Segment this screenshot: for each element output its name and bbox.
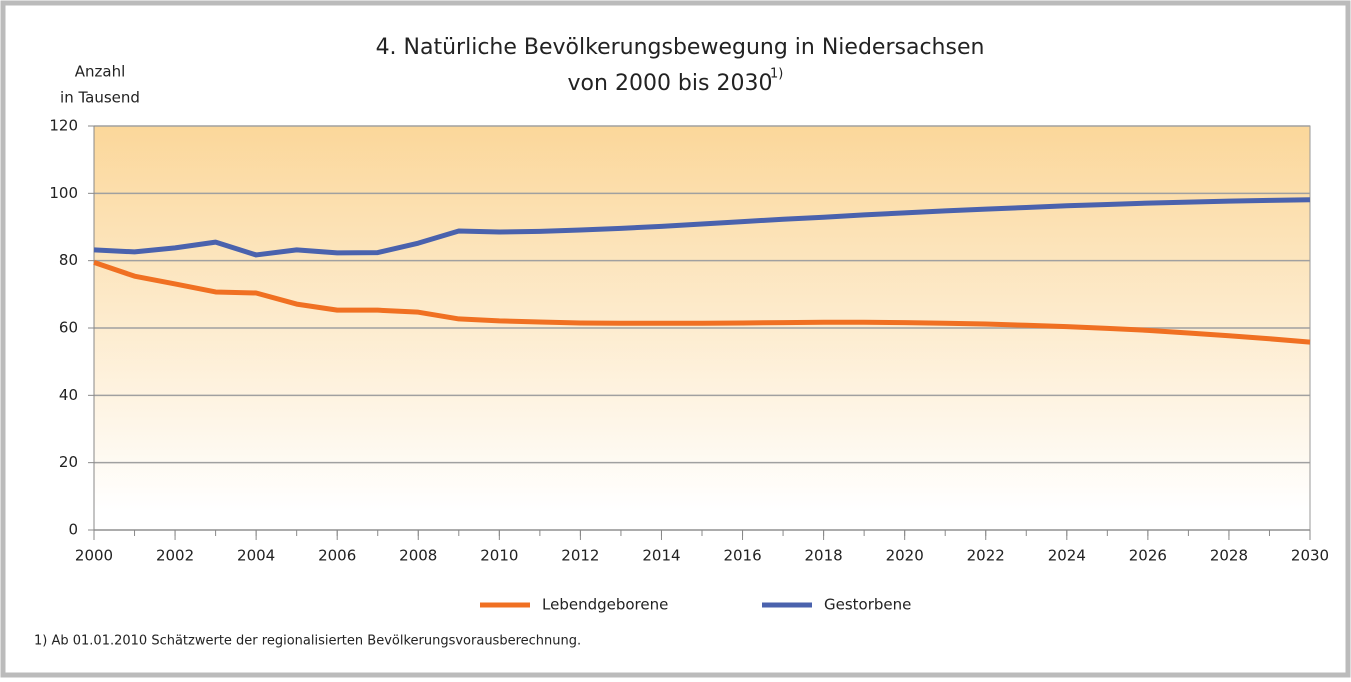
legend-label: Lebendgeborene — [542, 596, 668, 614]
x-tick-label: 2012 — [561, 547, 599, 565]
x-tick-label: 2006 — [318, 547, 356, 565]
x-tick-label: 2008 — [399, 547, 437, 565]
y-tick-label: 120 — [49, 117, 78, 135]
y-tick-label: 80 — [59, 251, 78, 269]
chart-title: 4. Natürliche Bevölkerungsbewegung in Ni… — [376, 35, 985, 60]
x-tick-label: 2024 — [1048, 547, 1086, 565]
x-tick-label: 2022 — [967, 547, 1005, 565]
x-tick-label: 2014 — [642, 547, 680, 565]
x-tick-label: 2004 — [237, 547, 275, 565]
line-series — [93, 259, 1311, 345]
x-tick-label: 2020 — [886, 547, 924, 565]
x-tick-label: 2010 — [480, 547, 518, 565]
y-axis-label: Anzahl — [75, 63, 126, 81]
y-tick-label: 100 — [49, 184, 78, 202]
y-tick-label: 0 — [68, 521, 78, 539]
x-tick-label: 2000 — [75, 547, 113, 565]
x-tick-label: 2018 — [805, 547, 843, 565]
x-tick-label: 2026 — [1129, 547, 1167, 565]
y-tick-label: 20 — [59, 453, 78, 471]
x-tick-label: 2030 — [1291, 547, 1329, 565]
x-tick-label: 2028 — [1210, 547, 1248, 565]
y-tick-label: 60 — [59, 319, 78, 337]
chart-title: von 2000 bis 2030 — [568, 71, 773, 96]
legend-label: Gestorbene — [824, 596, 911, 614]
title-superscript: 1) — [770, 67, 783, 82]
y-axis-label: in Tausend — [60, 89, 140, 107]
x-tick-label: 2002 — [156, 547, 194, 565]
y-tick-label: 40 — [59, 386, 78, 404]
line-series — [93, 197, 1311, 258]
footnote: 1) Ab 01.01.2010 Schätzwerte der regiona… — [34, 634, 581, 649]
x-tick-label: 2016 — [723, 547, 761, 565]
